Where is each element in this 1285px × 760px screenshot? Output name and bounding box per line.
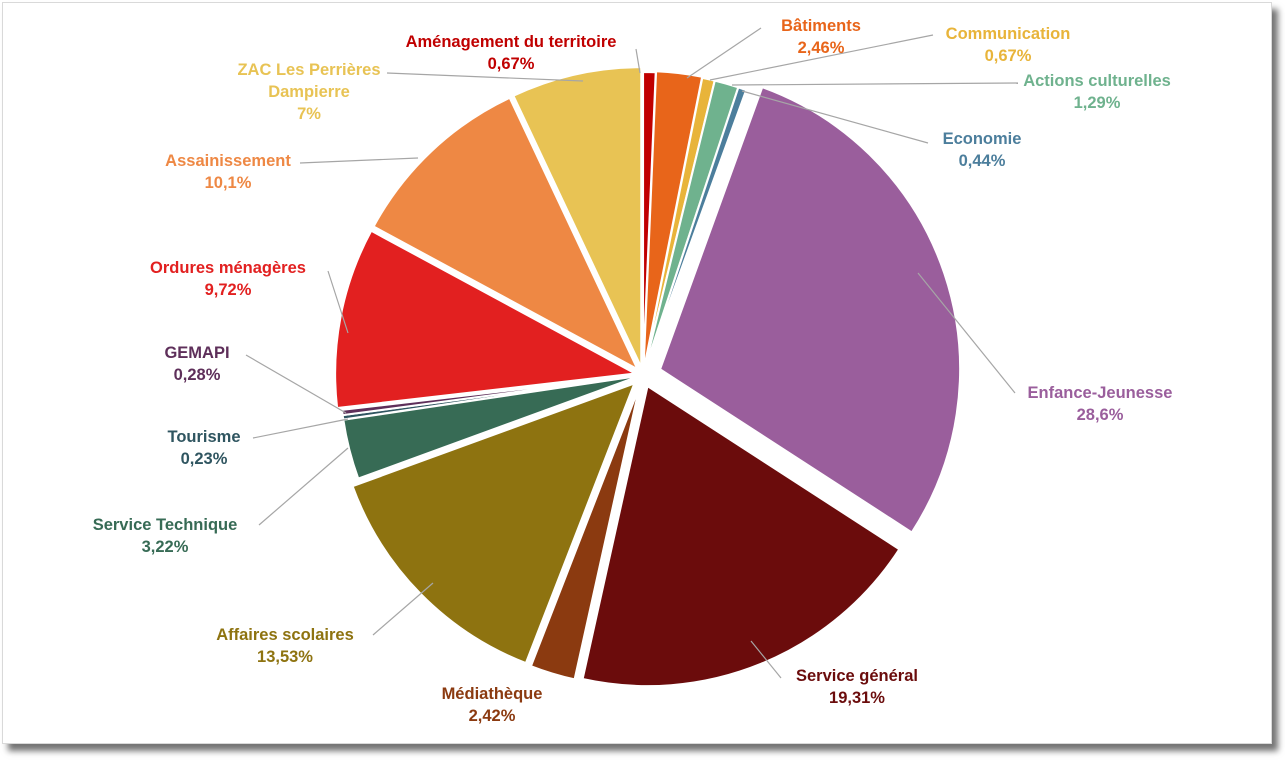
chart-frame: Aménagement du territoire 0,67% Bâtiments 2… [2, 2, 1272, 744]
slice-label-1: Bâtiments 2,46% [781, 17, 861, 57]
pie-slice-6 [581, 384, 901, 688]
slice-labels: Aménagement du territoire 0,67% Bâtiments 2… [93, 17, 1173, 725]
leader-line-8 [372, 582, 434, 636]
pie-slices [334, 66, 962, 688]
leader-line-3 [731, 82, 1019, 86]
slice-label-0: Aménagement du territoire 0,67% [406, 33, 617, 73]
leader-line-1 [686, 27, 762, 79]
slice-label-12: Ordures ménagères 9,72% [150, 259, 306, 299]
slice-label-14: ZAC Les Perrières Dampierre 7% [237, 61, 380, 123]
pie-slice-13 [372, 96, 640, 372]
pie-slice-4 [643, 86, 748, 373]
slice-label-2: Communication 0,67% [946, 25, 1071, 65]
leader-line-2 [709, 34, 934, 81]
leader-lines [245, 27, 1019, 679]
slice-label-11: GEMAPI 0,28% [164, 344, 229, 384]
leader-line-5 [917, 272, 1016, 394]
slice-label-13: Assainissement 10,1% [165, 152, 291, 192]
pie-chart: Aménagement du territoire 0,67% Bâtiments 2… [93, 17, 1173, 725]
pie-slice-11 [340, 374, 641, 417]
leader-line-12 [327, 270, 349, 334]
leader-line-9 [258, 447, 349, 526]
leader-line-10 [252, 418, 349, 439]
pie-slice-12 [334, 229, 639, 410]
slice-label-3: Actions culturelles 1,29% [1023, 72, 1171, 112]
leader-line-0 [635, 48, 641, 74]
leader-line-4 [741, 90, 929, 144]
slice-label-8: Affaires scolaires 13,53% [216, 626, 354, 666]
leader-line-6 [750, 640, 782, 679]
slice-label-7: Médiathèque 2,42% [442, 685, 543, 725]
leader-line-11 [245, 354, 347, 414]
slice-label-6: Service général 19,31% [796, 667, 918, 707]
slice-label-4: Economie 0,44% [943, 130, 1022, 170]
pie-slice-7 [529, 386, 641, 681]
pie-slice-5 [658, 85, 962, 534]
leader-line-14 [386, 72, 584, 82]
pie-slice-14 [512, 66, 643, 368]
leader-line-13 [299, 157, 419, 164]
slice-label-10: Tourisme 0,23% [167, 428, 240, 468]
slice-label-5: Enfance-Jeunesse 28,6% [1028, 384, 1173, 424]
slice-label-9: Service Technique 3,22% [93, 516, 238, 556]
